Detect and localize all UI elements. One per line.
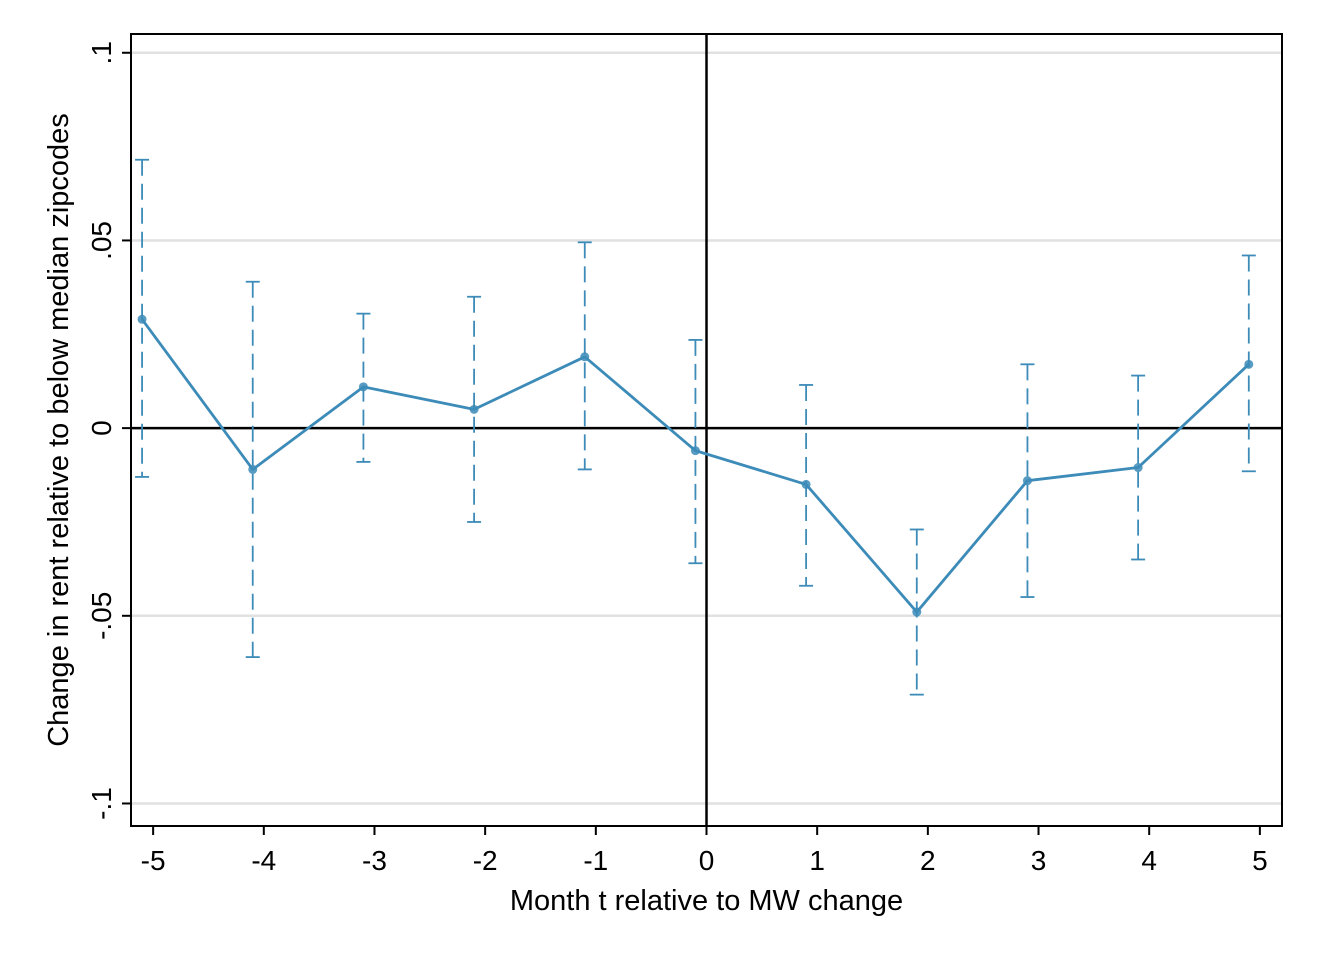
y-tick-label-3: .05: [86, 221, 117, 260]
x-tick-label-9: 4: [1141, 845, 1157, 876]
x-tick-label-10: 5: [1252, 845, 1268, 876]
series-points: [137, 314, 1254, 617]
data-point-5: [690, 446, 700, 456]
y-tick-label-2: 0: [86, 420, 117, 436]
data-point-2: [358, 382, 368, 392]
x-axis-title: Month t relative to MW change: [510, 885, 903, 917]
data-point-7: [912, 607, 922, 617]
y-axis-ticks: -.1 -.05 0 .05 .1: [86, 41, 131, 820]
x-tick-label-4: -1: [583, 845, 608, 876]
data-point-6: [801, 479, 811, 489]
x-tick-label-3: -2: [473, 845, 498, 876]
y-tick-label-1: -.05: [86, 592, 117, 640]
x-tick-label-0: -5: [141, 845, 166, 876]
reference-lines: [131, 34, 1282, 826]
x-tick-label-8: 3: [1031, 845, 1047, 876]
data-point-8: [1022, 476, 1032, 486]
x-tick-label-7: 2: [920, 845, 936, 876]
data-point-9: [1133, 463, 1143, 473]
y-tick-label-0: -.1: [86, 787, 117, 820]
data-point-1: [248, 464, 258, 474]
data-point-0: [137, 314, 147, 324]
data-point-3: [469, 404, 479, 414]
y-tick-label-4: .1: [86, 41, 117, 64]
x-tick-label-5: 0: [699, 845, 715, 876]
x-tick-label-1: -4: [251, 845, 276, 876]
data-point-10: [1244, 359, 1254, 369]
y-axis-title: Change in rent relative to below median …: [43, 113, 75, 747]
data-point-4: [580, 352, 590, 362]
x-tick-label-6: 1: [809, 845, 825, 876]
x-tick-label-2: -3: [362, 845, 387, 876]
x-axis-ticks: -5 -4 -3 -2 -1 0 1 2 3 4 5: [141, 826, 1268, 876]
